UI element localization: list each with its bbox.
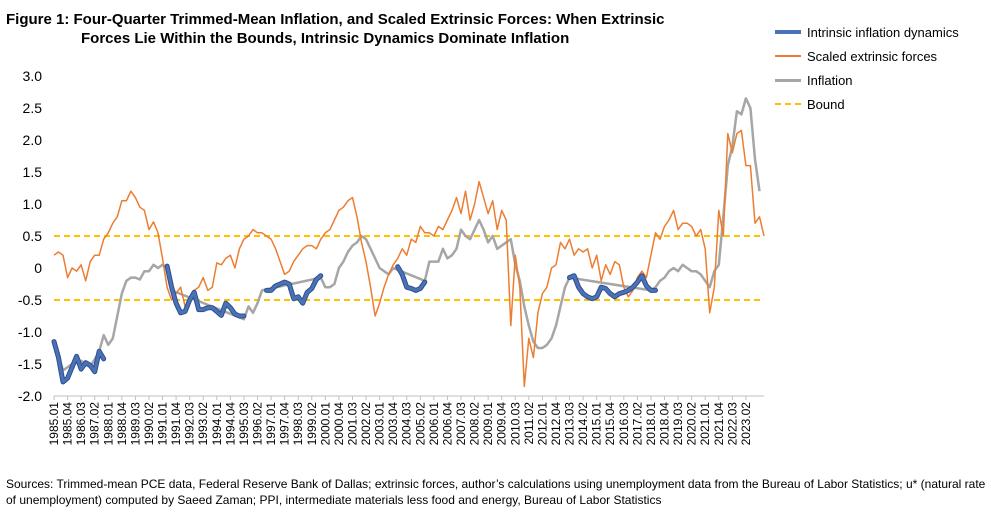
x-tick-label: 1992.03 <box>183 402 197 446</box>
x-tick-label: 2022.03 <box>725 402 739 446</box>
x-tick-label: 1997.04 <box>278 402 292 446</box>
x-tick-label: 1998.03 <box>291 402 305 446</box>
y-tick-label: -1.5 <box>18 356 42 372</box>
x-tick-label: 2013.03 <box>563 402 577 446</box>
x-tick-label: 2000.04 <box>332 402 346 446</box>
legend-item-extrinsic: Scaled extrinsic forces <box>775 44 959 68</box>
x-tick-label: 1991.01 <box>156 402 170 446</box>
chart-title-line2: Forces Lie Within the Bounds, Intrinsic … <box>81 30 570 47</box>
x-tick-label: 2006.01 <box>427 402 441 446</box>
source-note: Sources: Trimmed-mean PCE data, Federal … <box>6 477 986 507</box>
x-tick-label: 2012.01 <box>535 402 549 446</box>
x-tick-label: 1994.04 <box>223 402 237 446</box>
chart-area: 3.0 2.5 2.0 1.5 1.0 0.5 0 -0.5 -1.0 -1.5 -2.0 1985.… <box>18 68 765 446</box>
x-tick-label: 2010.03 <box>508 402 522 446</box>
x-tick-label: 2002.02 <box>359 402 373 446</box>
x-tick-label: 2018.01 <box>644 402 658 446</box>
x-tick-label: 2018.04 <box>658 402 672 446</box>
series-line-intrinsic <box>265 274 323 305</box>
x-tick-label: 2005.02 <box>413 402 427 446</box>
legend-label-extrinsic: Scaled extrinsic forces <box>807 48 938 64</box>
x-tick-label: 1996.02 <box>251 402 265 446</box>
x-tick-label: 2001.03 <box>345 402 359 446</box>
x-tick-label: 2008.02 <box>468 402 482 446</box>
x-tick-label: 1987.02 <box>88 402 102 446</box>
x-tick-label: 2009.01 <box>481 402 495 446</box>
series-line-intrinsic <box>165 264 246 318</box>
legend-label-inflation: Inflation <box>807 72 853 88</box>
legend-item-bound: Bound <box>775 92 959 116</box>
x-tick-label: 2014.02 <box>576 402 590 446</box>
y-tick-label: -2.0 <box>18 388 42 404</box>
y-tick-label: 0.5 <box>23 228 43 244</box>
x-tick-label: 2004.03 <box>400 402 414 446</box>
series-line-extrinsic <box>53 129 765 388</box>
legend-swatch-extrinsic <box>775 55 801 57</box>
x-tick-label: 2021.01 <box>698 402 712 446</box>
y-tick-label: -1.0 <box>18 324 42 340</box>
y-tick-label: 0 <box>34 260 42 276</box>
x-tick-label: 2007.03 <box>454 402 468 446</box>
legend-swatch-intrinsic <box>775 30 801 34</box>
x-tick-label: 2020.02 <box>685 402 699 446</box>
x-tick-label: 2015.04 <box>603 402 617 446</box>
y-tick-label: 2.0 <box>23 132 43 148</box>
x-tick-label: 1989.03 <box>128 402 142 446</box>
legend-label-bound: Bound <box>807 96 845 112</box>
x-tick-label: 2006.04 <box>440 402 454 446</box>
y-tick-label: 1.0 <box>23 196 43 212</box>
series-line-intrinsic <box>568 274 657 301</box>
chart-title-line1: Figure 1: Four-Quarter Trimmed-Mean Infl… <box>6 11 665 28</box>
y-tick-label: 1.5 <box>23 164 43 180</box>
x-tick-label: 1985.04 <box>61 402 75 446</box>
x-tick-label: 2009.04 <box>495 402 509 446</box>
x-tick-label: 2003.01 <box>373 402 387 446</box>
series-line-intrinsic <box>52 340 106 384</box>
y-tick-label: -0.5 <box>18 292 42 308</box>
x-tick-label: 2023.02 <box>739 402 753 446</box>
x-tick-label: 2016.03 <box>617 402 631 446</box>
legend-swatch-inflation <box>775 78 801 82</box>
x-tick-label: 1988.01 <box>101 402 115 446</box>
x-tick-label: 1997.01 <box>264 402 278 446</box>
x-tick-label: 2019.03 <box>671 402 685 446</box>
x-tick-label: 2000.01 <box>318 402 332 446</box>
x-tick-label: 1985.01 <box>47 402 61 446</box>
legend-item-intrinsic: Intrinsic inflation dynamics <box>775 20 959 44</box>
series-line-intrinsic <box>396 265 427 292</box>
y-tick-label: 2.5 <box>23 100 43 116</box>
x-tick-label: 1990.02 <box>142 402 156 446</box>
legend-item-inflation: Inflation <box>775 68 959 92</box>
x-tick-label: 1986.03 <box>74 402 88 446</box>
x-tick-label: 1991.04 <box>169 402 183 446</box>
x-tick-label: 2017.02 <box>630 402 644 446</box>
x-tick-label: 2015.01 <box>590 402 604 446</box>
chart-title: Figure 1: Four-Quarter Trimmed-Mean Infl… <box>6 10 766 48</box>
y-tick-label: 3.0 <box>23 68 43 84</box>
x-tick-label: 1988.04 <box>115 402 129 446</box>
series-line-inflation <box>52 97 761 372</box>
legend-label-intrinsic: Intrinsic inflation dynamics <box>807 24 959 40</box>
legend-swatch-bound <box>775 103 801 105</box>
x-tick-label: 1993.02 <box>196 402 210 446</box>
x-tick-label: 2021.04 <box>712 402 726 446</box>
x-tick-label: 1994.01 <box>210 402 224 446</box>
x-tick-label: 2012.04 <box>549 402 563 446</box>
x-tick-label: 2011.02 <box>522 402 536 445</box>
legend: Intrinsic inflation dynamics Scaled extr… <box>775 20 959 116</box>
x-tick-label: 1995.03 <box>237 402 251 446</box>
x-tick-label: 2003.04 <box>386 402 400 446</box>
x-tick-label: 1999.02 <box>305 402 319 446</box>
